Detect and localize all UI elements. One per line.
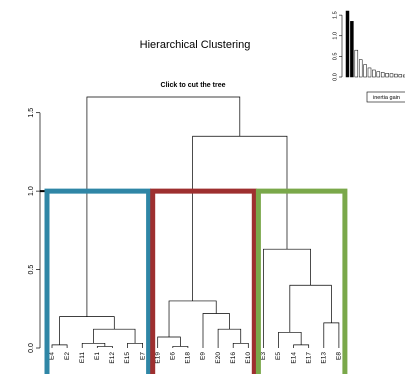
leaf-label: E12 (109, 352, 116, 364)
bar (358, 59, 363, 78)
leaf-label: E7 (139, 352, 146, 360)
merge (172, 346, 189, 348)
y-tick-label: 0.0 (332, 73, 338, 81)
leaf-label: E11 (79, 352, 86, 363)
chart-subtitle[interactable]: Click to cut the tree (161, 82, 226, 89)
leaf-label: E16 (230, 352, 237, 364)
leaf-label: E6 (170, 352, 177, 360)
legend-box (366, 91, 405, 103)
merge (263, 248, 311, 348)
leaf-label: E19 (154, 352, 161, 364)
leaf-label: E20 (215, 352, 222, 364)
y-tick-label: 1.5 (28, 108, 35, 118)
merge (157, 336, 181, 348)
merge (323, 322, 340, 348)
cluster-box (150, 188, 257, 374)
leaf-label: E15 (124, 352, 131, 364)
leaf-label: E4 (49, 352, 56, 360)
leaf-label: E9 (200, 352, 207, 360)
bar (354, 49, 359, 78)
leaf-label: E8 (336, 352, 343, 360)
leaf-label: E18 (185, 352, 192, 364)
merge (278, 331, 302, 348)
merge (202, 313, 230, 348)
merge (293, 344, 310, 348)
bar (367, 67, 372, 78)
leaf-label: E17 (305, 352, 312, 364)
y-tick-label: 0.5 (28, 265, 35, 275)
bar (398, 74, 403, 78)
cluster-box (44, 188, 152, 374)
merge (289, 284, 332, 333)
merge (81, 342, 106, 348)
bar (385, 73, 389, 78)
y-tick-label: 1.5 (332, 11, 338, 19)
cluster-box (255, 188, 348, 374)
leaf-label: E3 (260, 352, 267, 360)
bar (376, 71, 381, 78)
leaf-label: E1 (94, 352, 101, 360)
bar (345, 10, 350, 78)
merge (217, 328, 242, 348)
merge (168, 300, 217, 338)
leaf-label: E2 (64, 352, 71, 360)
leaf-label: E10 (245, 352, 252, 364)
bar (394, 73, 398, 78)
leaf-label: E14 (290, 352, 297, 364)
merge (232, 342, 249, 348)
merge (59, 316, 115, 345)
merge (93, 328, 136, 344)
bar (380, 72, 385, 78)
leaf-label: E5 (275, 352, 282, 360)
bar (389, 73, 394, 78)
y-tick-label: 1.0 (28, 186, 35, 196)
y-tick-label: 0.0 (28, 343, 35, 353)
bar (350, 21, 354, 78)
y-tick-label: 1.0 (332, 32, 338, 40)
merge (127, 342, 143, 348)
merge (96, 346, 113, 348)
leaf-label: E13 (321, 352, 328, 364)
bar (363, 64, 367, 78)
chart-title: Hierarchical Clustering (140, 39, 251, 51)
merge (86, 96, 241, 317)
legend-label: inertia gain (373, 95, 400, 101)
merge (51, 344, 68, 348)
merge (192, 135, 288, 301)
y-tick-label: 0.5 (332, 53, 338, 61)
bar (372, 69, 376, 78)
